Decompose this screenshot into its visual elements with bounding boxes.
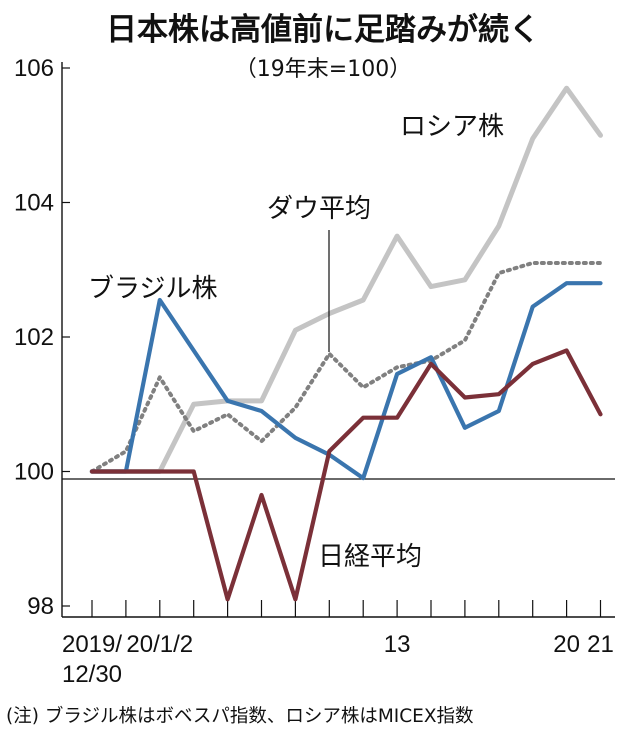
axes: [61, 62, 615, 618]
x-tick-label: 12/30: [62, 661, 122, 688]
x-tick-label: 2019/: [62, 631, 122, 658]
series-label-brazil: ブラジル株: [88, 274, 217, 304]
series-line-brazil: [89, 281, 603, 481]
y-tick-label: 104: [14, 190, 54, 217]
series-line-nikkei: [89, 348, 603, 602]
chart-title: 日本株は高値前に足踏みが続く: [106, 12, 540, 48]
series-line-dow: [90, 261, 603, 474]
y-tick-label: 106: [14, 55, 54, 82]
x-tick-label: 13: [384, 631, 411, 658]
y-ticks: 98 100 102 104 106: [14, 55, 70, 620]
series-label-nikkei: 日経平均: [318, 542, 422, 572]
x-tick-label: 21: [587, 631, 614, 658]
chart-subtitle: （19年末=100）: [235, 57, 411, 82]
series-line-russia: [89, 85, 603, 474]
y-tick-label: 100: [14, 459, 54, 486]
series-label-russia: ロシア株: [400, 112, 504, 142]
x-tick-label: 20/1/2: [126, 631, 193, 658]
series-label-dow: ダウ平均: [267, 194, 371, 224]
y-tick-label: 98: [27, 593, 54, 620]
footnote: (注) ブラジル株はボベスパ指数、ロシア株はMICEX指数: [6, 705, 474, 727]
series-lines: [89, 85, 603, 602]
x-tick-label: 20: [553, 631, 580, 658]
y-tick-label: 102: [14, 324, 54, 351]
